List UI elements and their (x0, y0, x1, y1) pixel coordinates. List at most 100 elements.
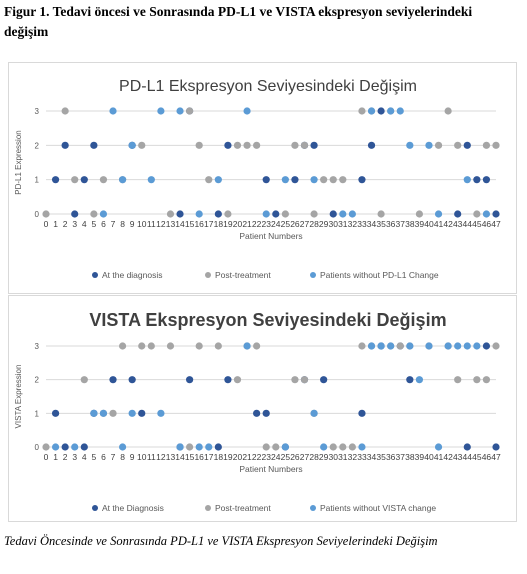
pd-l1-point-series-2 (377, 210, 385, 218)
vista-x-tick-label: 32 (348, 452, 358, 462)
pd-l1-point-series-3 (176, 107, 184, 115)
vista-point-series-1 (406, 376, 414, 384)
vista-x-tick-label: 4 (82, 452, 87, 462)
vista-legend-marker-2 (205, 505, 211, 511)
vista-point-series-2 (454, 376, 462, 384)
pd-l1-point-series-3 (243, 107, 251, 115)
vista-point-series-1 (138, 409, 146, 417)
pd-l1-point-series-2 (358, 107, 366, 115)
vista-x-tick-label: 8 (120, 452, 125, 462)
pd-l1-point-series-1 (51, 176, 60, 184)
vista-x-tick-label: 13 (166, 452, 176, 462)
vista-x-tick-label: 37 (396, 452, 406, 462)
vista-point-series-1 (492, 443, 500, 451)
vista-point-series-2 (42, 443, 50, 451)
vista-x-tick-label: 44 (463, 452, 473, 462)
vista-point-series-1 (80, 443, 88, 451)
vista-point-series-3 (195, 443, 203, 451)
pd-l1-x-tick-label: 13 (166, 219, 176, 229)
vista-x-tick-label: 0 (44, 452, 49, 462)
pd-l1-point-series-1 (482, 176, 491, 184)
vista-x-tick-label: 27 (300, 452, 310, 462)
pd-l1-x-tick-label: 9 (130, 219, 135, 229)
pd-l1-x-tick-label: 45 (472, 219, 482, 229)
vista-x-tick-label: 14 (175, 452, 185, 462)
pd-l1-point-series-2 (329, 176, 337, 184)
vista-x-tick-label: 31 (338, 452, 348, 462)
vista-x-tick-label: 6 (101, 452, 106, 462)
pd-l1-point-series-2 (138, 141, 146, 149)
pd-l1-point-series-3 (396, 107, 404, 115)
pd-l1-x-tick-label: 0 (44, 219, 49, 229)
vista-point-series-2 (300, 376, 309, 384)
vista-legend-marker-3 (310, 505, 316, 511)
pd-l1-point-series-2 (205, 176, 213, 184)
vista-x-tick-label: 29 (319, 452, 329, 462)
pd-l1-point-series-3 (425, 141, 433, 149)
pd-l1-x-tick-label: 16 (194, 219, 204, 229)
pd-l1-legend-marker-3 (310, 272, 316, 278)
pd-l1-x-tick-label: 26 (290, 219, 300, 229)
pd-l1-point-series-2 (90, 210, 98, 218)
vista-x-tick-label: 7 (111, 452, 116, 462)
vista-x-tick-label: 39 (415, 452, 425, 462)
pd-l1-point-series-2 (42, 210, 50, 218)
pd-l1-x-tick-label: 18 (214, 219, 224, 229)
vista-point-series-3 (406, 342, 414, 350)
pd-l1-point-series-2 (253, 141, 261, 149)
pd-l1-point-series-1 (272, 210, 280, 218)
vista-x-tick-label: 47 (491, 452, 501, 462)
pd-l1-point-series-1 (71, 210, 79, 218)
pd-l1-point-series-2 (224, 210, 232, 218)
vista-point-series-2 (186, 443, 194, 451)
pd-l1-x-tick-label: 29 (319, 219, 329, 229)
pd-l1-point-series-2 (339, 176, 347, 184)
pd-l1-point-series-3 (157, 107, 165, 115)
vista-x-tick-label: 41 (434, 452, 444, 462)
vista-x-tick-label: 21 (242, 452, 252, 462)
vista-legend-label-1: At the Diagnosis (102, 503, 164, 513)
pd-l1-point-series-3 (367, 107, 376, 115)
vista-x-tick-label: 45 (472, 452, 482, 462)
vista-x-tick-label: 1 (53, 452, 58, 462)
pd-l1-x-tick-label: 42 (443, 219, 453, 229)
pd-l1-x-tick-label: 24 (271, 219, 281, 229)
figure-title: Figur 1. Tedavi öncesi ve Sonrasında PD-… (4, 4, 473, 39)
pd-l1-legend-label-3: Patients without PD-L1 Change (320, 270, 439, 280)
pd-l1-point-series-1 (80, 176, 88, 184)
vista-y-tick-label: 2 (35, 376, 40, 385)
pd-l1-point-series-1 (90, 141, 98, 149)
pd-l1-point-series-2 (482, 141, 491, 149)
vista-x-tick-label: 15 (185, 452, 195, 462)
vista-x-tick-label: 38 (405, 452, 415, 462)
pd-l1-point-series-2 (434, 141, 443, 149)
pd-l1-x-tick-label: 31 (338, 219, 348, 229)
pd-l1-x-tick-label: 19 (223, 219, 233, 229)
vista-x-tick-label: 35 (376, 452, 386, 462)
vista-point-series-1 (214, 443, 222, 451)
pd-l1-x-tick-label: 8 (120, 219, 125, 229)
vista-x-tick-label: 11 (147, 452, 156, 462)
vista-point-series-3 (415, 376, 424, 384)
pd-l1-x-tick-label: 36 (386, 219, 396, 229)
pd-l1-point-series-3 (214, 176, 222, 184)
vista-point-series-2 (166, 342, 175, 350)
vista-x-tick-label: 26 (290, 452, 300, 462)
vista-x-tick-label: 36 (386, 452, 396, 462)
vista-point-series-3 (99, 409, 108, 417)
vista-point-series-2 (492, 342, 500, 350)
pd-l1-x-tick-label: 44 (463, 219, 473, 229)
pd-l1-point-series-1 (463, 141, 471, 149)
vista-point-series-2 (358, 342, 366, 350)
vista-y-tick-label: 1 (35, 409, 40, 418)
vista-x-tick-label: 28 (309, 452, 319, 462)
vista-point-series-3 (454, 342, 462, 350)
pd-l1-x-tick-label: 10 (137, 219, 147, 229)
pd-l1-x-tick-label: 2 (63, 219, 68, 229)
vista-y-tick-label: 0 (35, 443, 40, 452)
pd-l1-scatter-chart: PD-L1 Ekspresyon Seviyesindeki Değişim01… (14, 78, 501, 280)
vista-point-series-1 (61, 443, 69, 451)
pd-l1-x-tick-label: 7 (111, 219, 116, 229)
vista-point-series-3 (71, 443, 79, 451)
vista-chart-panel: VISTA Ekspresyon Seviyesindeki Değişim 0 1… (8, 295, 517, 522)
